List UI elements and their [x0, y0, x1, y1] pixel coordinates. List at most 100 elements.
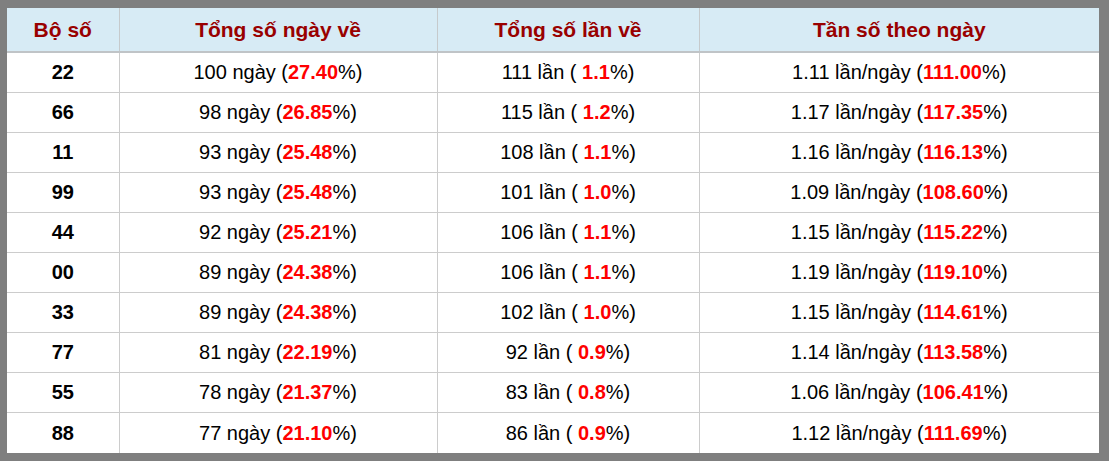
cell-text: 81 ngày (: [199, 341, 282, 363]
highlight-percent: 115.22: [923, 221, 983, 243]
highlight-percent: 21.10: [282, 422, 332, 444]
freq-cell: 1.06 lần/ngày (106.41%): [699, 373, 1099, 413]
cell-text: 106 lần (: [500, 221, 583, 243]
highlight-percent: 0.9: [578, 341, 606, 363]
pair-cell: 77: [7, 333, 119, 373]
cell-text: %): [983, 101, 1007, 123]
highlight-percent: 114.61: [923, 301, 983, 323]
cell-text: %): [333, 301, 357, 323]
times-cell: 86 lần ( 0.9%): [437, 413, 699, 453]
freq-cell: 1.19 lần/ngày (119.10%): [699, 252, 1099, 292]
table-row: 1193 ngày (25.48%)108 lần ( 1.1%)1.16 lầ…: [7, 132, 1099, 172]
pair-cell: 66: [7, 92, 119, 132]
cell-text: %): [606, 422, 630, 444]
cell-text: 89 ngày (: [199, 261, 282, 283]
cell-text: 89 ngày (: [199, 301, 282, 323]
cell-text: 1.11 lần/ngày (: [792, 61, 923, 83]
highlight-percent: 24.38: [282, 261, 332, 283]
col-header-times: Tổng số lần về: [437, 8, 699, 52]
freq-cell: 1.11 lần/ngày (111.00%): [699, 52, 1099, 92]
highlight-percent: 116.13: [923, 141, 983, 163]
times-cell: 115 lần ( 1.2%): [437, 92, 699, 132]
cell-text: 108 lần (: [500, 141, 583, 163]
freq-cell: 1.09 lần/ngày (108.60%): [699, 172, 1099, 212]
highlight-percent: 1.0: [584, 181, 612, 203]
cell-text: %): [338, 61, 362, 83]
pair-cell: 99: [7, 172, 119, 212]
pair-cell: 22: [7, 52, 119, 92]
cell-text: 93 ngày (: [199, 181, 282, 203]
times-cell: 111 lần ( 1.1%): [437, 52, 699, 92]
highlight-percent: 0.8: [578, 381, 606, 403]
highlight-percent: 22.19: [282, 341, 332, 363]
cell-text: 1.14 lần/ngày (: [791, 341, 923, 363]
cell-text: %): [610, 61, 634, 83]
highlight-percent: 108.60: [923, 181, 984, 203]
cell-text: 102 lần (: [500, 301, 583, 323]
cell-text: %): [983, 141, 1007, 163]
highlight-percent: 106.41: [923, 381, 984, 403]
col-header-pair: Bộ số: [7, 8, 119, 52]
cell-text: %): [983, 261, 1007, 283]
days-cell: 78 ngày (21.37%): [119, 373, 437, 413]
cell-text: 100 ngày (: [193, 61, 288, 83]
times-cell: 108 lần ( 1.1%): [437, 132, 699, 172]
cell-text: %): [983, 422, 1007, 444]
times-cell: 92 lần ( 0.9%): [437, 333, 699, 373]
cell-text: %): [333, 101, 357, 123]
highlight-percent: 1.0: [584, 301, 612, 323]
cell-text: %): [606, 341, 630, 363]
stats-table-frame: Bộ số Tổng số ngày về Tổng số lần về Tần…: [0, 0, 1109, 461]
col-header-freq: Tần số theo ngày: [699, 8, 1099, 52]
highlight-percent: 21.37: [282, 381, 332, 403]
highlight-percent: 1.1: [584, 221, 612, 243]
pair-cell: 11: [7, 132, 119, 172]
table-row: 4492 ngày (25.21%)106 lần ( 1.1%)1.15 lầ…: [7, 212, 1099, 252]
pair-cell: 33: [7, 293, 119, 333]
days-cell: 92 ngày (25.21%): [119, 212, 437, 252]
times-cell: 106 lần ( 1.1%): [437, 212, 699, 252]
freq-cell: 1.17 lần/ngày (117.35%): [699, 92, 1099, 132]
cell-text: %): [611, 301, 635, 323]
highlight-percent: 27.40: [288, 61, 338, 83]
cell-text: %): [333, 221, 357, 243]
cell-text: 93 ngày (: [199, 141, 282, 163]
cell-text: %): [333, 341, 357, 363]
days-cell: 98 ngày (26.85%): [119, 92, 437, 132]
highlight-percent: 1.1: [582, 61, 610, 83]
table-body: 22100 ngày (27.40%)111 lần ( 1.1%)1.11 l…: [7, 52, 1099, 453]
cell-text: 98 ngày (: [199, 101, 282, 123]
freq-cell: 1.15 lần/ngày (115.22%): [699, 212, 1099, 252]
cell-text: %): [606, 381, 630, 403]
cell-text: %): [333, 381, 357, 403]
highlight-percent: 1.2: [583, 101, 611, 123]
highlight-percent: 24.38: [282, 301, 332, 323]
days-cell: 93 ngày (25.48%): [119, 172, 437, 212]
highlight-percent: 119.10: [923, 261, 983, 283]
highlight-percent: 117.35: [923, 101, 983, 123]
cell-text: %): [984, 181, 1008, 203]
days-cell: 93 ngày (25.48%): [119, 132, 437, 172]
cell-text: %): [984, 381, 1008, 403]
cell-text: 1.15 lần/ngày (: [791, 301, 923, 323]
cell-text: 1.16 lần/ngày (: [791, 141, 923, 163]
cell-text: 77 ngày (: [199, 422, 282, 444]
cell-text: %): [611, 101, 635, 123]
cell-text: %): [333, 422, 357, 444]
freq-cell: 1.15 lần/ngày (114.61%): [699, 293, 1099, 333]
cell-text: 1.06 lần/ngày (: [790, 381, 922, 403]
highlight-percent: 111.00: [923, 61, 982, 83]
cell-text: 92 lần (: [506, 341, 578, 363]
freq-cell: 1.16 lần/ngày (116.13%): [699, 132, 1099, 172]
lottery-stats-table: Bộ số Tổng số ngày về Tổng số lần về Tần…: [7, 8, 1099, 453]
table-row: 8877 ngày (21.10%)86 lần ( 0.9%)1.12 lần…: [7, 413, 1099, 453]
table-row: 3389 ngày (24.38%)102 lần ( 1.0%)1.15 lầ…: [7, 293, 1099, 333]
highlight-percent: 0.9: [578, 422, 606, 444]
cell-text: %): [611, 221, 635, 243]
times-cell: 101 lần ( 1.0%): [437, 172, 699, 212]
col-header-days: Tổng số ngày về: [119, 8, 437, 52]
cell-text: %): [611, 141, 635, 163]
cell-text: 1.15 lần/ngày (: [791, 221, 923, 243]
highlight-percent: 113.58: [923, 341, 983, 363]
times-cell: 102 lần ( 1.0%): [437, 293, 699, 333]
